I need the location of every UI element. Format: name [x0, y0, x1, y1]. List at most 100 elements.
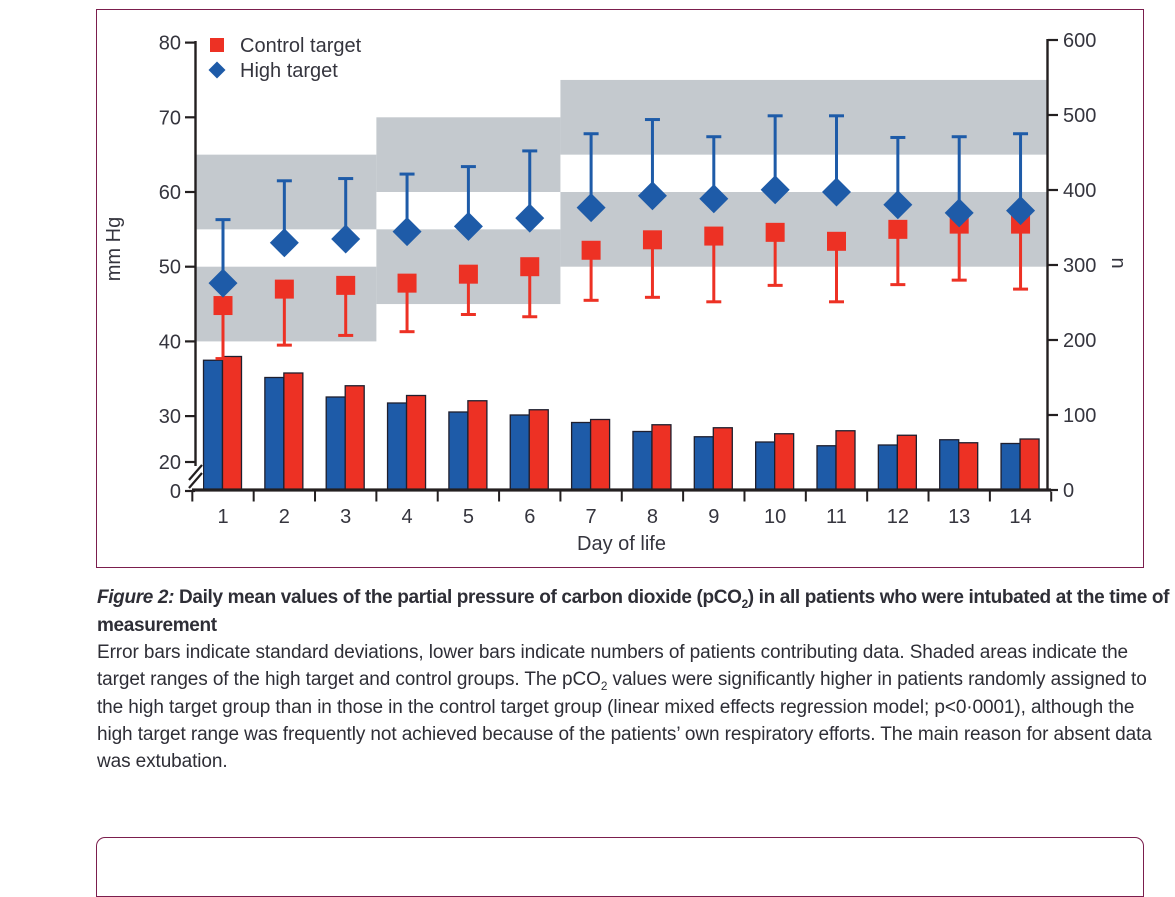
high-marker-day-6: [515, 203, 545, 233]
n-bar-high-target-day-14: [1000, 442, 1021, 491]
axis-break-slash: [188, 464, 203, 481]
n-bar-control-target-day-5: [467, 400, 488, 491]
legend-control-target-label: Control target: [240, 35, 362, 57]
n-bar-high-target-day-10: [755, 441, 776, 491]
control-marker-day-5: [458, 264, 478, 284]
n-bar-control-target-day-7: [589, 418, 611, 491]
right-axis-tick-label: 100: [1063, 405, 1096, 427]
right-axis-tick-label: 600: [1063, 30, 1096, 52]
n-bar-high-target-day-1: [202, 359, 224, 491]
high-marker-day-8: [637, 181, 667, 211]
n-bar-high-target-day-8: [632, 430, 653, 491]
high-target-series: [208, 114, 1036, 298]
target-band-high-days-7-14: [560, 79, 1047, 155]
n-bar-control-target-day-6: [528, 409, 549, 491]
n-bar-high-target-day-12: [877, 444, 898, 491]
control-marker-day-2: [274, 279, 294, 299]
control-marker-day-1: [213, 296, 233, 316]
high-marker-day-4: [392, 217, 422, 247]
x-axis-day-label: 14: [1009, 506, 1031, 528]
left-axis-tick-label: 0: [170, 481, 181, 503]
figure-title-text: Daily mean values of the partial pressur…: [174, 587, 742, 608]
pco2-chart: 0 20 30 40 50 60 70 80 mm Hg 0 100 200 300 400 500 600 n…: [103, 30, 1129, 555]
x-axis-day-label: 11: [826, 506, 847, 528]
x-axis-day-label: 3: [340, 506, 351, 528]
n-bar-control-target-day-12: [896, 434, 917, 491]
n-bar-high-target-day-13: [939, 439, 960, 491]
right-axis-tick-label: 500: [1063, 105, 1096, 127]
n-bar-control-target-day-9: [712, 427, 733, 491]
control-marker-day-7: [581, 240, 601, 260]
n-bar-control-target-day-11: [835, 430, 856, 491]
right-axis-title: n: [1107, 257, 1129, 268]
n-bar-high-target-day-6: [509, 414, 530, 491]
left-axis-tick-label: 20: [159, 452, 181, 474]
right-axis-tick-label: 400: [1063, 180, 1096, 202]
caption-body-text-end: values were significantly higher in pati…: [97, 669, 1152, 773]
figure-title-text-end: ) in all patients who were intubated at …: [97, 587, 1170, 636]
x-axis-day-label: 2: [279, 506, 290, 528]
next-figure-panel-edge: [96, 837, 1144, 897]
right-axis-tick-label: 300: [1063, 255, 1096, 277]
n-bar-control-target-day-3: [344, 385, 365, 491]
legend-high-target-label: High target: [240, 60, 338, 82]
n-bar-high-target-day-5: [448, 411, 469, 491]
caption-body-text: Error bars indicate standard deviations,…: [97, 642, 1128, 691]
axis-break-slash: [188, 472, 203, 489]
control-marker-day-6: [520, 257, 540, 277]
patient-count-bars: [202, 355, 1040, 491]
left-axis-tick-label: 70: [159, 107, 181, 129]
high-marker-day-10: [760, 175, 790, 205]
x-axis-day-label: 8: [647, 506, 658, 528]
x-axis-day-label: 6: [524, 506, 535, 528]
control-target-series: [213, 214, 1031, 361]
left-axis-tick-label: 40: [159, 331, 181, 353]
figure-title: Figure 2: Daily mean values of the parti…: [97, 584, 1175, 639]
n-bar-control-target-day-4: [405, 394, 427, 491]
pco2-subscript: 2: [600, 680, 608, 694]
high-marker-day-13: [944, 198, 974, 228]
legend-control-target-swatch: [210, 38, 224, 52]
n-bar-control-target-day-1: [221, 355, 243, 491]
n-bar-control-target-day-10: [774, 433, 795, 491]
figure-caption: Figure 2: Daily mean values of the parti…: [97, 584, 1175, 775]
n-bar-high-target-day-2: [264, 376, 285, 491]
right-axis: 0 100 200 300 400 500 600 n: [1046, 30, 1129, 502]
high-marker-day-14: [1006, 196, 1036, 226]
high-marker-day-3: [331, 224, 361, 254]
x-axis-day-label: 12: [887, 506, 909, 528]
n-bar-high-target-day-11: [816, 445, 837, 491]
x-axis-title: Day of life: [577, 533, 666, 555]
control-marker-day-12: [888, 219, 908, 239]
x-axis-day-label: 10: [764, 506, 786, 528]
n-bar-high-target-day-4: [386, 402, 408, 491]
left-axis-tick-label: 50: [159, 257, 181, 279]
left-axis: 0 20 30 40 50 60 70 80 mm Hg: [103, 33, 203, 503]
control-marker-day-3: [336, 275, 356, 295]
high-marker-day-1: [208, 268, 238, 298]
x-axis-day-label: 5: [463, 506, 474, 528]
high-marker-day-12: [883, 190, 913, 220]
left-axis-tick-label: 80: [159, 33, 181, 55]
pco2-subscript: 2: [741, 597, 749, 611]
high-marker-day-9: [699, 184, 729, 214]
high-marker-day-11: [822, 177, 851, 207]
left-axis-tick-label: 60: [159, 182, 181, 204]
x-axis-day-label: 7: [586, 506, 597, 528]
control-marker-day-8: [642, 230, 662, 250]
x-axis-day-label: 4: [401, 506, 412, 528]
x-axis-day-label: 13: [948, 506, 970, 528]
figure-caption-body: Error bars indicate standard deviations,…: [97, 639, 1175, 775]
high-marker-day-7: [576, 193, 606, 223]
control-marker-day-10: [765, 222, 785, 242]
high-marker-day-5: [453, 211, 483, 241]
n-bar-high-target-day-7: [570, 421, 592, 491]
right-axis-tick-label: 0: [1063, 480, 1074, 502]
target-band-control-days-7-14: [560, 192, 1047, 267]
target-bands: [196, 79, 1047, 342]
n-bar-high-target-day-9: [693, 436, 714, 491]
legend-high-target-swatch: [208, 61, 226, 79]
left-axis-title: mm Hg: [103, 217, 125, 281]
figure-chart-panel: 0 20 30 40 50 60 70 80 mm Hg 0 100 200 300 400 500 600 n…: [96, 9, 1144, 568]
